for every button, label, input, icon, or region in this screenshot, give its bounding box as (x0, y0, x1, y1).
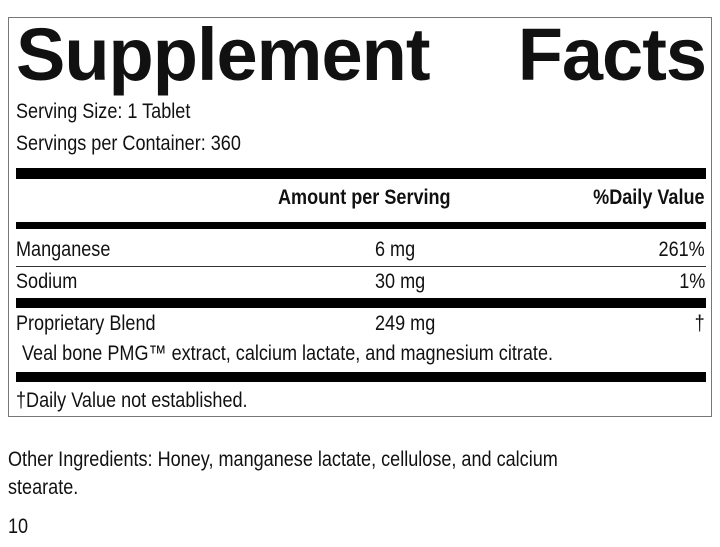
product-code: 10 (8, 515, 29, 538)
other-ingredients-cont: stearate. (8, 476, 79, 499)
row-dv: 261% (658, 238, 705, 261)
divider-medium (16, 222, 706, 229)
divider-thick (16, 372, 706, 382)
header-daily-value: %Daily Value (593, 186, 705, 209)
row-name: Proprietary Blend (16, 312, 156, 335)
row-dv: 1% (678, 270, 705, 293)
serving-size: Serving Size: 1 Tablet (16, 100, 191, 123)
blend-ingredients: Veal bone PMG™ extract, calcium lactate,… (22, 342, 554, 365)
supplement-facts-panel (8, 17, 712, 417)
panel-title: Supplement Facts (16, 12, 707, 97)
other-ingredients: Other Ingredients: Honey, manganese lact… (8, 448, 558, 471)
row-name: Sodium (16, 270, 78, 293)
row-amount: 249 mg (375, 312, 436, 335)
title-word: Facts (517, 13, 707, 96)
servings-per-container: Servings per Container: 360 (16, 132, 241, 155)
title-word: Supplement (16, 13, 430, 96)
header-amount: Amount per Serving (278, 186, 451, 209)
divider-thick (16, 298, 706, 308)
divider-thin (16, 266, 706, 267)
row-name: Manganese (16, 238, 111, 261)
row-amount: 6 mg (375, 238, 416, 261)
footnote: †Daily Value not established. (16, 389, 248, 412)
row-dv: † (694, 312, 705, 335)
row-amount: 30 mg (375, 270, 426, 293)
divider-thick (16, 168, 706, 179)
